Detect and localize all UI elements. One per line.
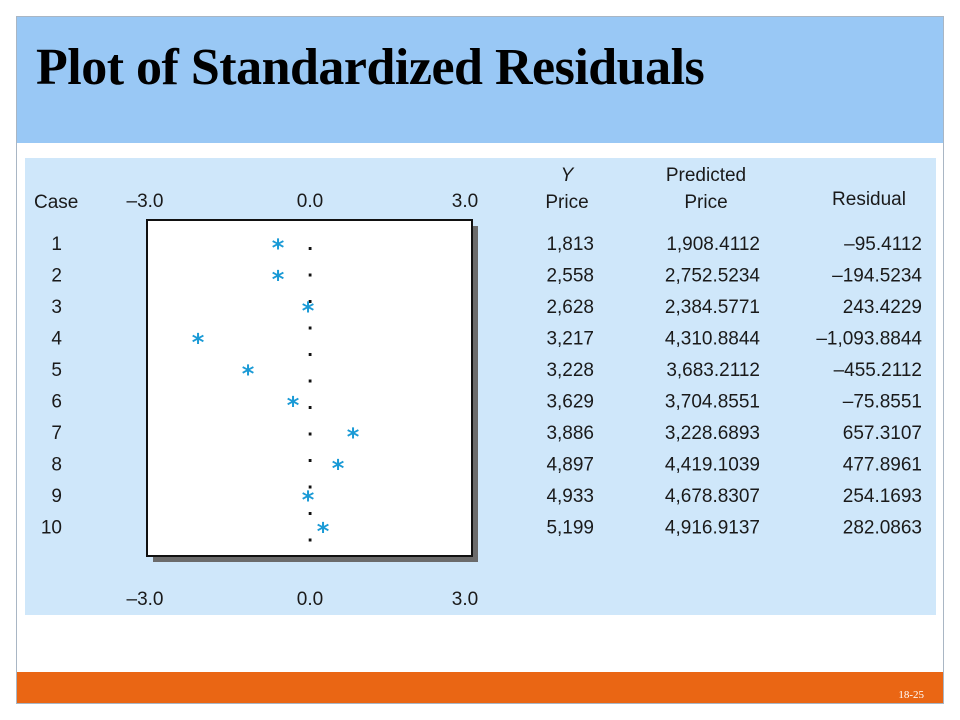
cell-predicted: 2,752.5234 [665, 266, 761, 287]
table-row: 8 4,897 4,419.1039 477.8961 [51, 455, 922, 476]
reference-dot [308, 406, 312, 409]
table-rows: 1 1,813 1,908.4112 –95.4112 2 2,558 2,752.5234… [41, 234, 923, 539]
cell-residual: –194.5234 [832, 266, 922, 287]
reference-dot [308, 432, 312, 436]
table-row: 3 2,628 2,384.5771 243.4229 [51, 297, 922, 318]
x-axis-top: –3.0 0.0 3.0 [127, 191, 479, 212]
table-header: Case Y Price Predicted Price Residual [34, 165, 906, 213]
cell-residual: –455.2112 [834, 360, 922, 381]
cell-case: 10 [41, 518, 62, 539]
cell-case: 6 [51, 392, 62, 413]
x-tick-top-label: –3.0 [127, 191, 164, 212]
cell-price: 5,199 [546, 518, 594, 539]
cell-predicted: 4,310.8844 [665, 329, 761, 350]
residual-markers: ********** [192, 234, 360, 546]
cell-case: 9 [51, 486, 62, 507]
cell-case: 3 [51, 297, 62, 318]
cell-price: 3,629 [546, 392, 594, 413]
residual-point: * [302, 486, 315, 514]
header-y: Y [561, 165, 575, 186]
cell-case: 2 [51, 266, 62, 287]
reference-dot [308, 538, 312, 542]
cell-predicted: 4,916.9137 [665, 518, 760, 539]
reference-dot [308, 273, 312, 277]
table-row: 6 3,629 3,704.8551 –75.8551 [51, 392, 922, 413]
reference-dot [308, 512, 312, 515]
header-price: Price [545, 192, 588, 213]
cell-residual: –75.8551 [843, 392, 922, 413]
cell-price: 4,897 [546, 455, 594, 476]
title-bar [17, 17, 943, 143]
residual-point: * [287, 392, 300, 420]
cell-case: 1 [51, 234, 62, 255]
cell-case: 7 [51, 423, 62, 444]
x-tick-bottom-label: 3.0 [452, 589, 478, 610]
cell-case: 8 [51, 455, 62, 476]
cell-residual: 254.1693 [843, 486, 922, 507]
reference-dot [308, 485, 312, 489]
cell-price: 3,217 [546, 329, 594, 350]
cell-predicted: 1,908.4112 [666, 234, 760, 255]
cell-case: 5 [51, 360, 62, 381]
slide-number: 18-25 [898, 689, 924, 701]
table-row: 2 2,558 2,752.5234 –194.5234 [51, 266, 922, 287]
header-predicted-price: Price [684, 192, 727, 213]
cell-price: 3,886 [546, 423, 594, 444]
cell-residual: –1,093.8844 [816, 329, 922, 350]
reference-dot [308, 459, 312, 462]
x-tick-bottom-label: 0.0 [297, 589, 323, 610]
residual-point: * [302, 297, 315, 325]
cell-residual: 243.4229 [843, 297, 922, 318]
cell-predicted: 2,384.5771 [665, 297, 760, 318]
residual-point: * [242, 360, 255, 388]
residual-point: * [272, 266, 285, 294]
cell-predicted: 3,704.8551 [665, 392, 760, 413]
header-case: Case [34, 192, 78, 213]
header-predicted: Predicted [666, 165, 746, 186]
residual-point: * [347, 423, 360, 451]
residual-point: * [272, 234, 285, 262]
cell-price: 3,228 [546, 360, 594, 381]
table-row: 9 4,933 4,678.8307 254.1693 [51, 486, 922, 507]
header-residual: Residual [832, 189, 906, 210]
cell-price: 4,933 [546, 486, 594, 507]
reference-dot [308, 379, 312, 383]
cell-residual: –95.4112 [844, 234, 922, 255]
cell-predicted: 4,678.8307 [665, 486, 760, 507]
table-row: 1 1,813 1,908.4112 –95.4112 [51, 234, 922, 255]
x-axis-bottom: –3.0 0.0 3.0 [127, 589, 479, 610]
x-tick-top-label: 3.0 [452, 191, 478, 212]
cell-residual: 282.0863 [843, 518, 922, 539]
residual-point: * [332, 455, 345, 483]
table-row: 10 5,199 4,916.9137 282.0863 [41, 518, 922, 539]
residual-point: * [317, 518, 330, 546]
cell-price: 2,558 [546, 266, 594, 287]
cell-price: 1,813 [546, 234, 594, 255]
cell-predicted: 3,683.2112 [666, 360, 760, 381]
slide-title: Plot of Standardized Residuals [36, 39, 705, 96]
cell-residual: 477.8961 [843, 455, 922, 476]
cell-residual: 657.3107 [843, 423, 922, 444]
table-row: 4 3,217 4,310.8844 –1,093.8844 [51, 329, 922, 350]
reference-dot [308, 247, 312, 250]
cell-predicted: 3,228.6893 [665, 423, 760, 444]
table-row: 5 3,228 3,683.2112 –455.2112 [51, 360, 922, 381]
x-tick-bottom-label: –3.0 [127, 589, 164, 610]
reference-dot [308, 326, 312, 330]
cell-predicted: 4,419.1039 [665, 455, 760, 476]
x-tick-top-label: 0.0 [297, 191, 323, 212]
footer-bar [17, 672, 943, 703]
cell-case: 4 [51, 329, 62, 350]
cell-price: 2,628 [546, 297, 594, 318]
residual-point: * [192, 329, 205, 357]
reference-dot [308, 353, 312, 356]
table-row: 7 3,886 3,228.6893 657.3107 [51, 423, 922, 444]
zero-reference-line [308, 247, 312, 542]
reference-dot [308, 300, 312, 303]
